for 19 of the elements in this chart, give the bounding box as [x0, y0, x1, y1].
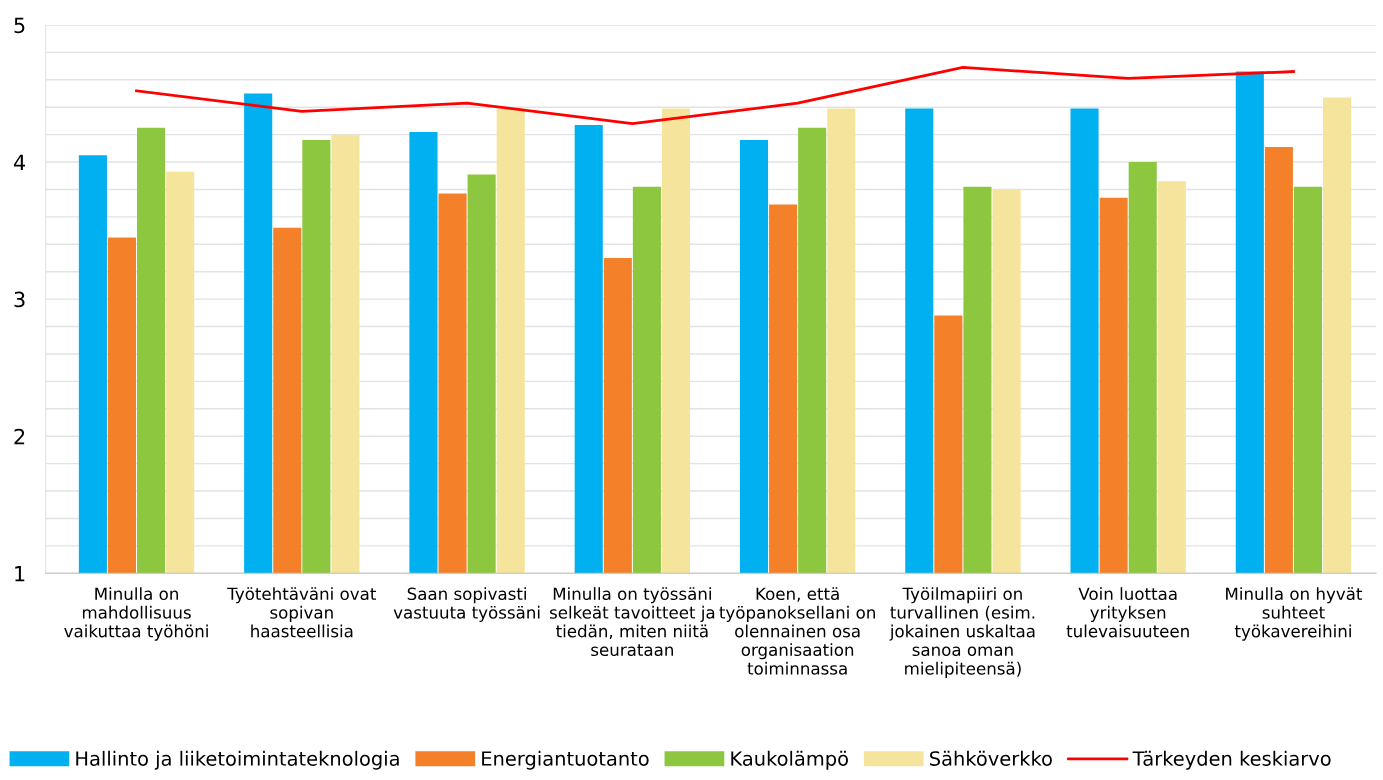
y-tick-label: 4 [13, 154, 26, 170]
y-tick-label: 5 [14, 17, 25, 34]
legend-label: Kaukolämpö [731, 750, 848, 770]
x-tick-label: Voin luottaa yrityksen tulevaisuuteen [1066, 587, 1189, 638]
legend-label: Tärkeyden keskiarvo [1132, 750, 1331, 770]
x-tick-label: Työilmapiiri on turvallinen (esim. jokainen uskaltaa sanoa oman mielipiteensä) [889, 587, 1035, 678]
y-tick-label: 1 [15, 566, 25, 582]
y-tick-label: 2 [14, 428, 25, 445]
x-tick-label: Saan sopivasti vastuuta työssäni [393, 587, 540, 622]
legend-label: Hallinto ja liiketoimintateknologia [76, 750, 399, 770]
x-tick-label: Minulla on mahdollisuus vaikuttaa työhöni [64, 587, 208, 641]
legend-label: Sähköverkko [930, 750, 1052, 766]
x-tick-label: Minulla on hyvät suhteet työkavereihini [1226, 587, 1363, 641]
legend-label: Energiantuotanto [482, 750, 649, 770]
y-tick-label: 3 [14, 291, 25, 308]
x-tick-label: Koen, että työpanoksellani on olennainen osa organisaation toiminnassa [719, 587, 875, 675]
line-series [135, 66, 1295, 126]
x-tick-label: Työtehtäväni ovat sopivan haasteellisia [227, 587, 376, 638]
x-tick-label: Minulla on työssäni selkeät tavoitteet ja tiedän, miten niitä seurataan [549, 587, 715, 657]
